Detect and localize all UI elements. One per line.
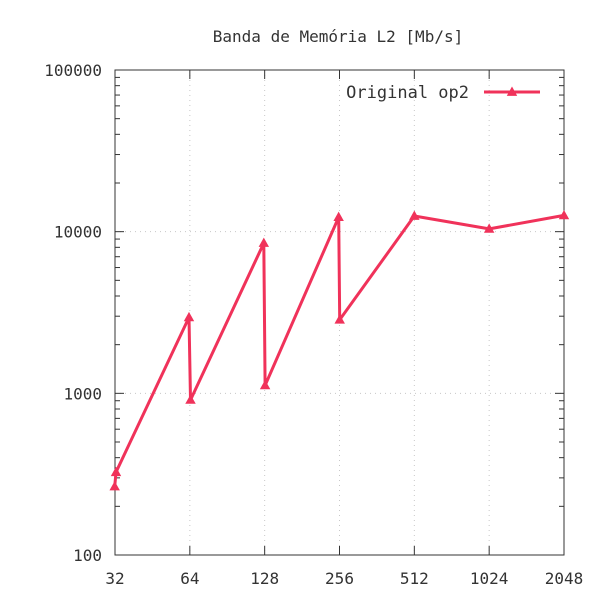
data-point-marker bbox=[333, 211, 344, 221]
x-tick-label: 128 bbox=[250, 569, 279, 588]
data-point-marker bbox=[109, 481, 120, 491]
x-tick-label: 2048 bbox=[545, 569, 584, 588]
x-tick-label: 32 bbox=[105, 569, 124, 588]
y-tick-label: 10000 bbox=[54, 223, 102, 242]
data-point-marker bbox=[409, 210, 420, 220]
y-tick-label: 100000 bbox=[44, 61, 102, 80]
data-point-marker bbox=[558, 209, 570, 220]
legend-marker-sample bbox=[506, 86, 518, 96]
tick-labels: 32 64 128 256 512 1024 2048 100 1000 10000 100000 bbox=[44, 61, 583, 588]
data-point-marker bbox=[334, 314, 345, 324]
x-tick-label: 64 bbox=[180, 569, 199, 588]
data-point-marker bbox=[185, 394, 196, 404]
y-tick-label: 1000 bbox=[63, 384, 102, 403]
data-point-marker bbox=[110, 466, 122, 477]
x-tick-label: 512 bbox=[400, 569, 429, 588]
x-tick-label: 256 bbox=[325, 569, 354, 588]
legend: Original op2 bbox=[346, 83, 540, 103]
data-point-marker bbox=[259, 379, 271, 390]
legend-label: Original op2 bbox=[346, 83, 469, 103]
grid-lines bbox=[115, 70, 564, 555]
x-tick-label: 1024 bbox=[470, 569, 509, 588]
data-point-marker bbox=[183, 311, 195, 322]
axis-ticks bbox=[114, 69, 565, 556]
data-point-marker bbox=[483, 223, 495, 233]
data-point-marker bbox=[258, 237, 270, 247]
series-layer bbox=[109, 209, 570, 491]
chart-title: Banda de Memória L2 [Mb/s] bbox=[213, 27, 463, 46]
y-tick-label: 100 bbox=[73, 546, 102, 565]
